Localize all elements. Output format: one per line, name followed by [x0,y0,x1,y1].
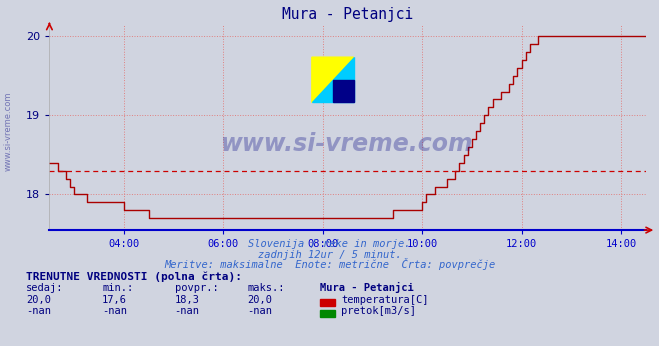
Text: 18,3: 18,3 [175,295,200,305]
Text: -nan: -nan [175,306,200,316]
Text: -nan: -nan [26,306,51,316]
Text: min.:: min.: [102,283,133,293]
Text: maks.:: maks.: [247,283,285,293]
Polygon shape [312,57,354,102]
Text: 17,6: 17,6 [102,295,127,305]
Bar [333,80,354,102]
Polygon shape [312,57,354,102]
Text: zadnjih 12ur / 5 minut.: zadnjih 12ur / 5 minut. [258,250,401,260]
Text: temperatura[C]: temperatura[C] [341,295,429,305]
Text: www.si-vreme.com: www.si-vreme.com [221,131,474,156]
Text: Slovenija / reke in morje.: Slovenija / reke in morje. [248,239,411,249]
Text: -nan: -nan [102,306,127,316]
Text: pretok[m3/s]: pretok[m3/s] [341,306,416,316]
Text: sedaj:: sedaj: [26,283,64,293]
Text: Mura - Petanjci: Mura - Petanjci [320,282,413,293]
Text: TRENUTNE VREDNOSTI (polna črta):: TRENUTNE VREDNOSTI (polna črta): [26,272,243,282]
Text: 20,0: 20,0 [26,295,51,305]
Text: Meritve: maksimalne  Enote: metrične  Črta: povprečje: Meritve: maksimalne Enote: metrične Črta… [164,258,495,270]
Text: -nan: -nan [247,306,272,316]
Text: 20,0: 20,0 [247,295,272,305]
Text: povpr.:: povpr.: [175,283,218,293]
Text: www.si-vreme.com: www.si-vreme.com [4,92,13,171]
Title: Mura - Petanjci: Mura - Petanjci [282,7,413,22]
